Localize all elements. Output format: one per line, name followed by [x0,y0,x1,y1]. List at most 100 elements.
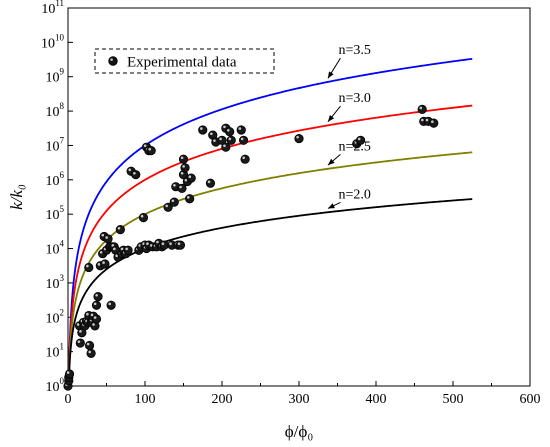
data-point-highlight [354,141,357,144]
data-point-highlight [66,371,70,374]
data-point-highlight [76,323,80,326]
y-tick-exponent: 4 [60,239,65,249]
data-point-highlight [188,175,192,178]
y-tick-base: 10 [46,208,60,223]
data-point-highlight [142,242,145,246]
data-point [236,125,246,135]
data-point-highlight [97,263,101,266]
data-point [225,127,235,137]
data-point-highlight [77,340,81,343]
y-tick-base: 10 [46,174,60,189]
y-tick-label: 106 [46,170,65,189]
curve-n=2.5 [67,151,473,386]
y-tick-exponent: 8 [60,101,65,111]
data-point [123,245,133,255]
x-tick-label: 300 [289,392,310,407]
y-tick-exponent: 3 [60,273,65,283]
y-tick-exponent: 9 [60,67,65,77]
y-tick-base: 10 [46,277,60,292]
data-point-highlight [90,313,94,317]
data-point-highlight [419,106,423,110]
data-point [198,125,208,135]
x-axis-ticks: 0 100 200 300 400 500 600 [65,381,541,407]
curve-n=3.0 [67,104,473,386]
data-point-highlight [95,293,98,297]
curve-label: n=3.5 [338,43,370,58]
y-tick-label: 104 [46,239,65,258]
data-point [175,240,186,250]
data-point [238,135,249,145]
y-axis-label: k/k₀ [7,184,26,210]
data-point [84,340,95,351]
y-tick-exponent: 10 [55,32,65,42]
y-tick-exponent: 11 [55,0,64,8]
data-point-highlight [186,196,190,199]
data-point-highlight [138,244,142,247]
y-tick-base: 10 [46,139,60,154]
data-point-highlight [223,144,226,148]
data-point-highlight [125,247,128,251]
data-point [115,225,125,235]
data-point [159,240,169,250]
x-tick-label: 600 [520,392,541,407]
data-point-highlight [108,302,112,306]
data-point-highlight [143,144,147,148]
data-point-highlight [111,244,115,247]
data-point-highlight [86,342,90,346]
y-tick-base: 10 [46,380,60,395]
y-tick-label: 105 [46,204,65,223]
data-point-highlight [93,316,97,319]
x-tick-label: 0 [65,392,72,407]
data-point-highlight [200,127,203,130]
data-point [106,300,116,310]
y-tick-label: 1011 [41,0,64,17]
data-point-highlight [120,247,124,251]
legend: Experimental data [94,48,275,74]
data-point-highlight [86,312,89,316]
data-point [169,197,179,207]
y-tick-exponent: 2 [60,307,65,317]
data-point [93,292,103,302]
data-point-highlight [213,139,216,142]
x-tick-label: 500 [443,392,464,407]
data-point-highlight [102,261,105,264]
data-point [205,178,216,188]
data-point-highlight [169,242,172,246]
data-point-highlight [146,242,149,246]
y-tick-label: 107 [46,135,65,154]
data-point [294,133,304,144]
data-point-highlight [156,240,159,244]
legend-marker [108,56,118,66]
data-point [103,234,113,244]
data-point-highlight [184,178,188,182]
data-point-highlight [296,135,299,139]
y-tick-base: 10 [46,105,60,120]
data-point-highlight [223,125,226,129]
data-point [417,104,427,114]
data-point-highlight [99,251,103,254]
y-tick-base: 10 [41,2,55,17]
data-point-highlight [115,254,118,258]
data-point [138,213,149,223]
data-point-highlight [177,242,181,246]
data-point [180,163,190,173]
legend-marker-highlight [110,58,113,61]
y-tick-base: 10 [46,346,60,361]
data-point-highlight [117,226,121,230]
x-tick-label: 100 [135,392,156,407]
data-point-highlight [425,118,429,122]
curve-labels: n=3.5 n=3.0 n=2.5 n=2.0 [327,43,371,209]
curve-label-arrowhead [327,203,335,209]
data-point [75,338,85,348]
data-point [86,348,96,358]
model-curves [67,57,473,386]
data-point [91,300,102,310]
data-point-highlight [227,129,230,132]
y-tick-base: 10 [41,36,55,51]
experimental-points [63,104,439,391]
data-point [186,173,196,183]
data-point-highlight [79,330,82,333]
data-point-highlight [128,168,132,172]
y-tick-base: 10 [46,311,60,326]
data-point-highlight [228,137,232,141]
